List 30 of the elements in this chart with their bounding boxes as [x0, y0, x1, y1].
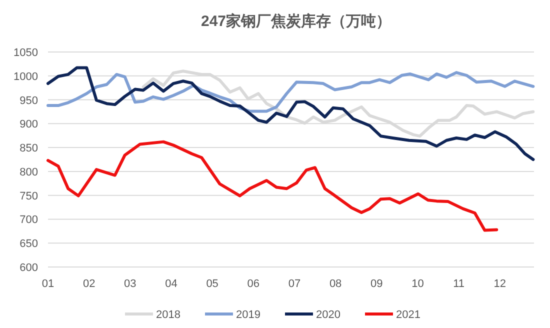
x-tick-label: 02: [82, 278, 96, 290]
y-tick-label: 900: [20, 118, 38, 131]
x-tick-label: 08: [329, 278, 342, 290]
y-tick-label: 700: [20, 214, 38, 226]
x-tick-label: 07: [288, 278, 301, 290]
x-tick-label: 01: [42, 278, 54, 290]
x-tick-label: 06: [247, 278, 260, 290]
y-tick-label: 800: [20, 166, 38, 178]
x-tick-label: 12: [494, 278, 506, 290]
y-tick-label: 750: [20, 190, 38, 202]
x-tick-label: 11: [453, 278, 465, 290]
line-series: [46, 140, 498, 232]
y-tick-label: 850: [20, 142, 38, 155]
x-tick-label: 09: [370, 278, 383, 290]
y-tick-label: 950: [20, 94, 38, 107]
legend-label: 2019: [236, 309, 260, 321]
line-series: [46, 66, 535, 161]
x-tick-label: 04: [165, 278, 178, 290]
x-tick-label: 03: [124, 278, 136, 290]
chart-title: 247家钢厂焦炭库存（万吨）: [200, 12, 392, 30]
y-tick-label: 600: [20, 262, 38, 274]
legend-label: 2018: [156, 309, 180, 321]
y-tick-label: 1000: [14, 70, 38, 83]
legend-label: 2021: [396, 309, 420, 321]
y-tick-label: 650: [20, 238, 38, 250]
y-tick-label: 1050: [14, 47, 38, 59]
x-tick-label: 05: [206, 278, 218, 290]
line-series: [46, 71, 535, 113]
x-tick-label: 10: [412, 278, 424, 290]
legend-label: 2020: [316, 309, 340, 321]
